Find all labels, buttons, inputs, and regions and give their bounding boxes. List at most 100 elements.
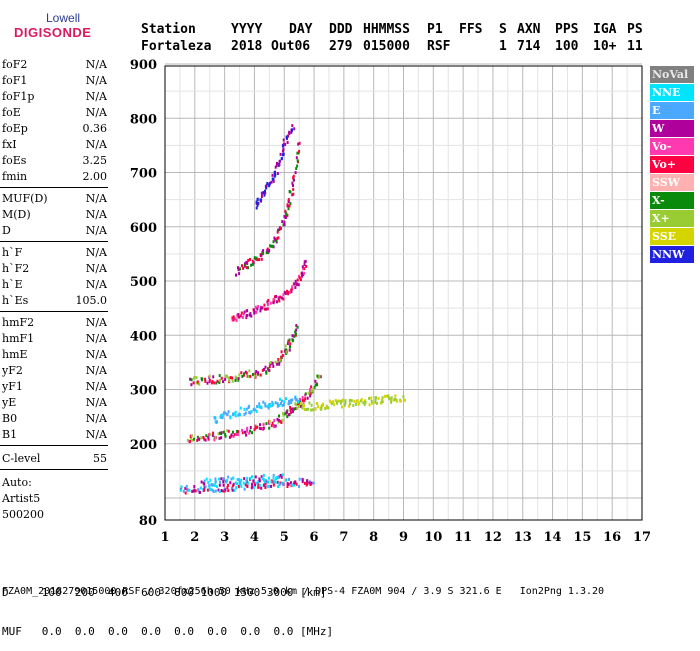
echo-point bbox=[293, 282, 296, 286]
param-value: N/A bbox=[85, 262, 107, 275]
echo-point bbox=[256, 307, 259, 311]
echo-point bbox=[262, 191, 265, 194]
echo-point bbox=[291, 483, 293, 487]
echo-point bbox=[289, 290, 292, 294]
echo-point bbox=[260, 257, 263, 261]
echo-point bbox=[294, 396, 297, 400]
echo-point bbox=[276, 300, 278, 304]
echo-point bbox=[266, 303, 269, 307]
echo-point bbox=[272, 402, 275, 406]
echo-point bbox=[276, 361, 279, 365]
echo-point bbox=[285, 213, 288, 217]
echo-point bbox=[204, 377, 207, 381]
echo-point bbox=[184, 491, 187, 495]
echo-point bbox=[275, 240, 278, 244]
echo-point bbox=[348, 398, 351, 402]
echo-point bbox=[190, 378, 193, 382]
echo-point bbox=[269, 244, 272, 248]
echo-point bbox=[250, 314, 253, 318]
echo-point bbox=[286, 485, 289, 488]
echo-point bbox=[279, 152, 282, 156]
echo-point bbox=[241, 374, 244, 378]
echo-point bbox=[259, 373, 262, 377]
echo-point bbox=[238, 412, 241, 416]
echo-point bbox=[190, 436, 192, 440]
param-name: C-level bbox=[2, 452, 41, 465]
echo-point bbox=[232, 412, 235, 416]
echo-point bbox=[200, 436, 203, 440]
echo-point bbox=[301, 271, 303, 275]
echo-point bbox=[245, 433, 248, 437]
echo-point bbox=[282, 147, 285, 151]
echo-point bbox=[232, 482, 235, 486]
echo-point bbox=[273, 481, 276, 485]
echo-point bbox=[306, 479, 309, 483]
echo-point bbox=[191, 489, 194, 493]
echo-point bbox=[207, 435, 210, 439]
echo-point bbox=[228, 379, 231, 383]
y-tick-label: 800 bbox=[130, 112, 157, 127]
echo-point bbox=[381, 396, 384, 400]
echo-point bbox=[242, 266, 245, 270]
echo-point bbox=[303, 404, 305, 408]
x-tick-label: 17 bbox=[633, 530, 651, 545]
x-tick-label: 11 bbox=[454, 530, 472, 545]
echo-point bbox=[214, 489, 217, 493]
echo-point bbox=[291, 124, 294, 128]
echo-point bbox=[266, 307, 269, 311]
echo-point bbox=[276, 404, 279, 408]
echo-point bbox=[383, 394, 386, 398]
echo-point bbox=[280, 296, 283, 300]
logo-line2: DIGISONDE bbox=[14, 25, 92, 40]
echo-point bbox=[279, 397, 281, 401]
echo-point bbox=[308, 481, 311, 485]
trace-f-low bbox=[186, 374, 322, 444]
param-value: N/A bbox=[85, 58, 107, 71]
echo-point bbox=[227, 475, 230, 479]
echo-point bbox=[273, 425, 276, 429]
param-value: 0.36 bbox=[82, 122, 108, 135]
y-tick-label: 700 bbox=[130, 167, 157, 182]
echo-point bbox=[195, 381, 198, 385]
echo-point bbox=[189, 377, 192, 381]
param-value: N/A bbox=[85, 380, 107, 393]
muf-table: D 100 200 400 600 800 1000 1500 3000 [km… bbox=[2, 560, 333, 651]
echo-point bbox=[310, 385, 313, 389]
echo-point bbox=[208, 488, 211, 491]
echo-point bbox=[249, 257, 251, 261]
echo-point bbox=[299, 278, 302, 282]
param-name: yE bbox=[2, 396, 17, 409]
echo-point bbox=[332, 400, 335, 404]
echo-point bbox=[288, 400, 290, 403]
echo-point bbox=[280, 350, 283, 354]
echo-point bbox=[256, 203, 259, 207]
param-name: M(D) bbox=[2, 208, 31, 221]
echo-point bbox=[296, 278, 299, 282]
echo-point bbox=[281, 473, 284, 477]
echo-point bbox=[289, 411, 292, 415]
echo-point bbox=[276, 237, 279, 241]
echo-point bbox=[231, 379, 234, 383]
echo-point bbox=[250, 409, 253, 413]
echo-point bbox=[328, 399, 331, 403]
echo-point bbox=[399, 399, 402, 403]
echo-point bbox=[262, 423, 265, 427]
echo-point bbox=[268, 365, 271, 369]
echo-point bbox=[229, 415, 232, 419]
echo-point bbox=[303, 399, 306, 403]
echo-point bbox=[263, 193, 266, 197]
echo-point bbox=[371, 401, 374, 405]
param-value: N/A bbox=[85, 90, 107, 103]
echo-point bbox=[278, 358, 281, 362]
echo-point bbox=[260, 486, 263, 490]
echo-point bbox=[241, 428, 244, 432]
header-value: 1 bbox=[499, 39, 507, 54]
echo-point bbox=[355, 402, 357, 406]
legend-item-nnw: NNW bbox=[650, 246, 694, 263]
y-tick-label: 900 bbox=[130, 58, 157, 73]
header-label: YYYY bbox=[231, 22, 262, 37]
echo-point bbox=[228, 435, 231, 439]
ionogram-chart: 1 2 3 4 5 6 7 8 9 10 11 12 13 14 15 16 17802003004005006… bbox=[130, 58, 651, 545]
auto-line-2: 500200 bbox=[2, 508, 44, 521]
echo-point bbox=[294, 402, 297, 406]
